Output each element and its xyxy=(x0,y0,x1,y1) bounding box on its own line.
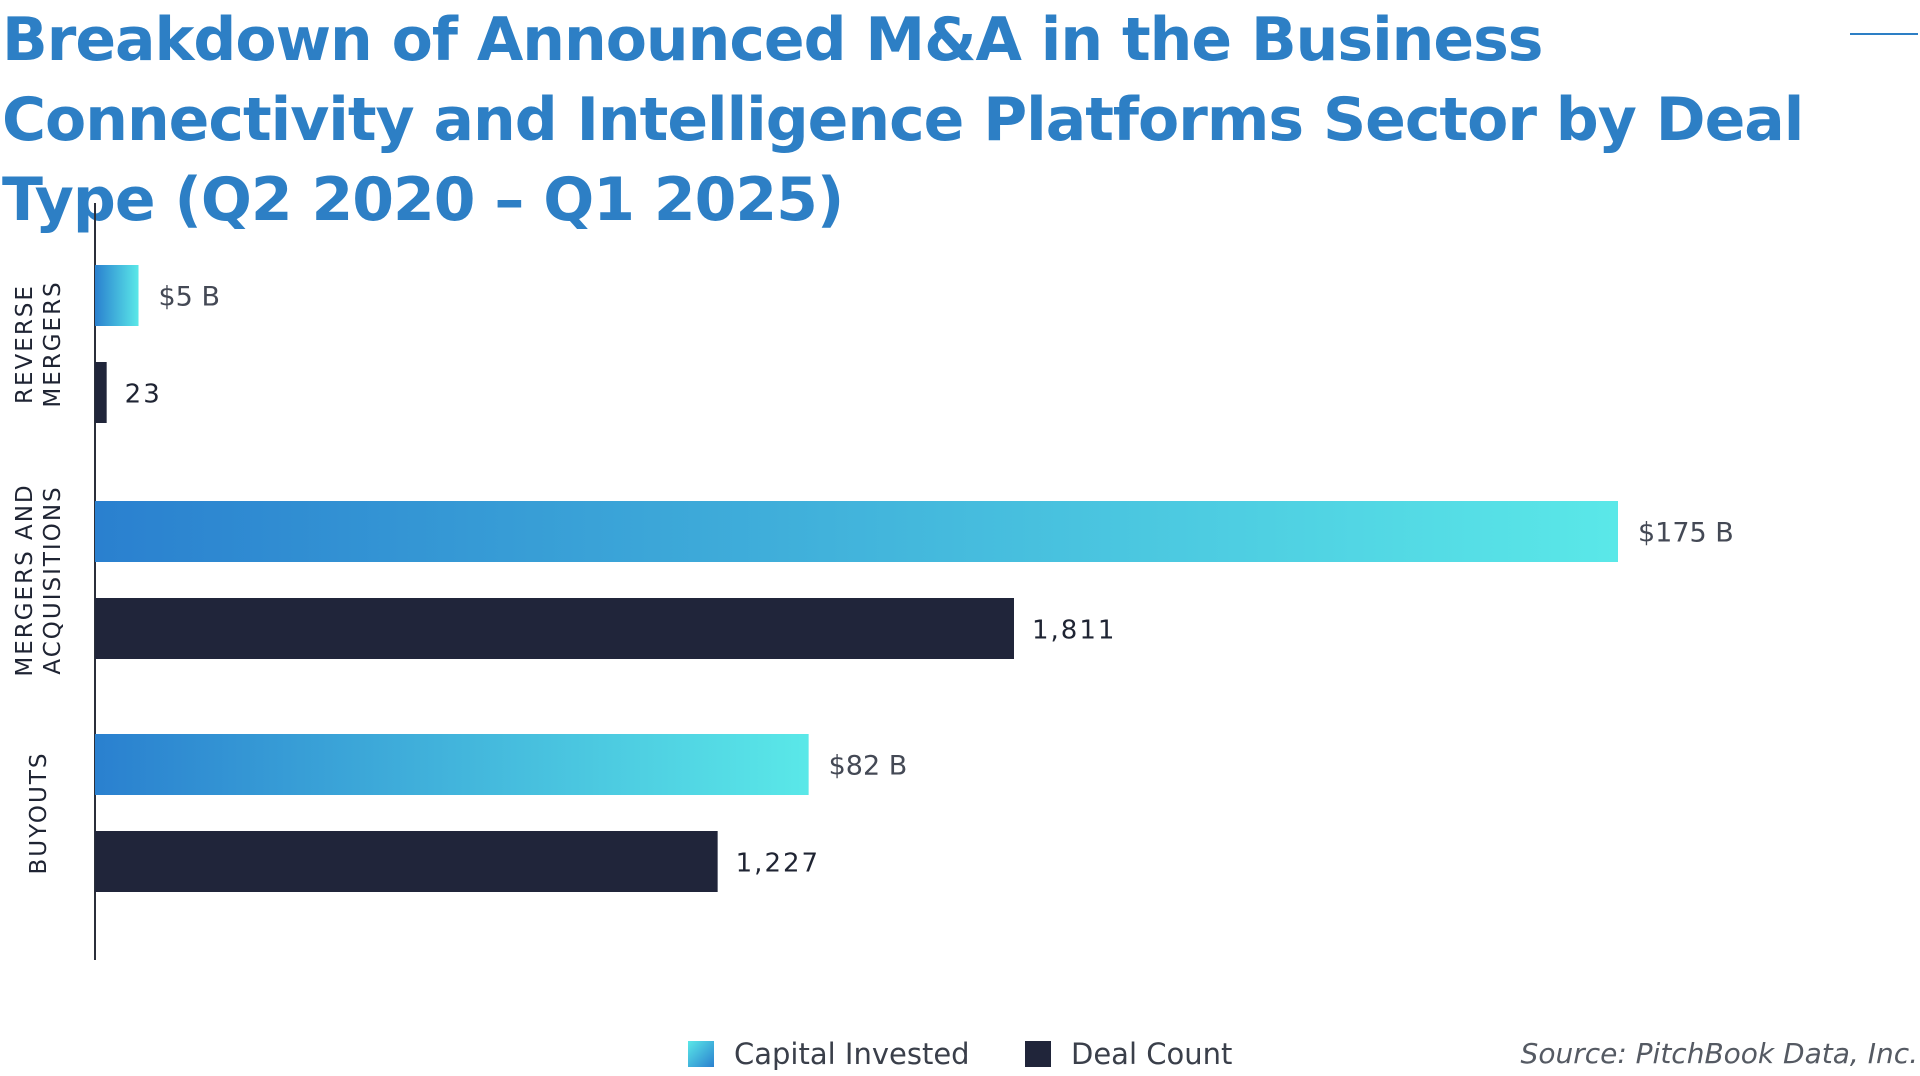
bar-deal-count-reverse-mergers xyxy=(95,362,107,423)
chart-title: Breakdown of Announced M&A in the Busine… xyxy=(2,5,1804,235)
category-label-reverse-mergers: REVERSEMERGERS xyxy=(12,280,66,407)
data-label-capital-invested-buyouts: $82 B xyxy=(829,751,908,782)
data-label-deal-count-buyouts: 1,227 xyxy=(736,849,820,879)
data-label-deal-count-reverse-mergers: 23 xyxy=(125,380,162,410)
category-label-buyouts: BUYOUTS xyxy=(26,752,52,875)
data-label-deal-count-mergers-and-acquisitions: 1,811 xyxy=(1032,616,1116,646)
bar-capital-invested-mergers-and-acquisitions xyxy=(95,501,1618,562)
data-label-capital-invested-reverse-mergers: $5 B xyxy=(159,282,220,313)
bar-capital-invested-buyouts xyxy=(95,734,809,795)
title-rule xyxy=(1850,33,1918,35)
bar-deal-count-mergers-and-acquisitions xyxy=(95,598,1014,659)
bar-chart: $5 B 23 REVERSEMERGERS $175 B 1,811 MERGERS A… xyxy=(12,203,1734,960)
bar-deal-count-buyouts xyxy=(95,831,718,892)
legend-item-capital-invested: Capital Invested xyxy=(688,1034,970,1074)
bar-capital-invested-reverse-mergers xyxy=(95,265,139,326)
legend-swatch-capital-invested xyxy=(688,1041,714,1067)
legend-swatch-deal-count xyxy=(1025,1041,1051,1067)
legend-item-deal-count: Deal Count xyxy=(1025,1034,1232,1074)
data-label-capital-invested-mergers-and-acquisitions: $175 B xyxy=(1638,518,1734,549)
legend-label-deal-count: Deal Count xyxy=(1071,1037,1233,1071)
legend-label-capital-invested: Capital Invested xyxy=(734,1037,970,1071)
category-label-mergers-and-acquisitions: MERGERS ANDACQUISITIONS xyxy=(12,483,66,676)
source-note: Source: PitchBook Data, Inc. xyxy=(1520,1037,1918,1070)
